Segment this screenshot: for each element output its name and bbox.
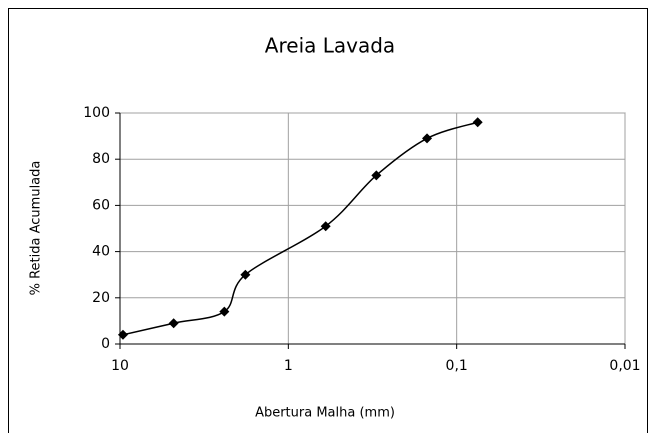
marker <box>219 306 230 317</box>
marker <box>472 117 483 128</box>
marker <box>320 221 331 232</box>
marker <box>240 269 251 280</box>
marker <box>117 329 128 340</box>
x-tick-label: 10 <box>111 358 129 374</box>
plot-area <box>119 112 626 345</box>
line <box>122 121 478 336</box>
y-tick-label: 60 <box>92 197 110 213</box>
y-tick-label: 0 <box>101 336 110 352</box>
y-tick-label: 80 <box>92 151 110 167</box>
y-tick-label: 100 <box>83 105 110 121</box>
x-tick-label: 0,01 <box>609 358 640 374</box>
marker <box>422 133 433 144</box>
x-tick-label: 1 <box>284 358 293 374</box>
marker <box>168 318 179 329</box>
y-tick-label: 20 <box>92 290 110 306</box>
marker <box>371 170 382 181</box>
x-axis-label: Abertura Malha (mm) <box>255 406 395 421</box>
chart-title: Areia Lavada <box>265 34 395 58</box>
x-tick-label: 0,1 <box>446 358 468 374</box>
y-tick-label: 40 <box>92 244 110 260</box>
y-axis-label: % Retida Acumulada <box>29 161 44 296</box>
